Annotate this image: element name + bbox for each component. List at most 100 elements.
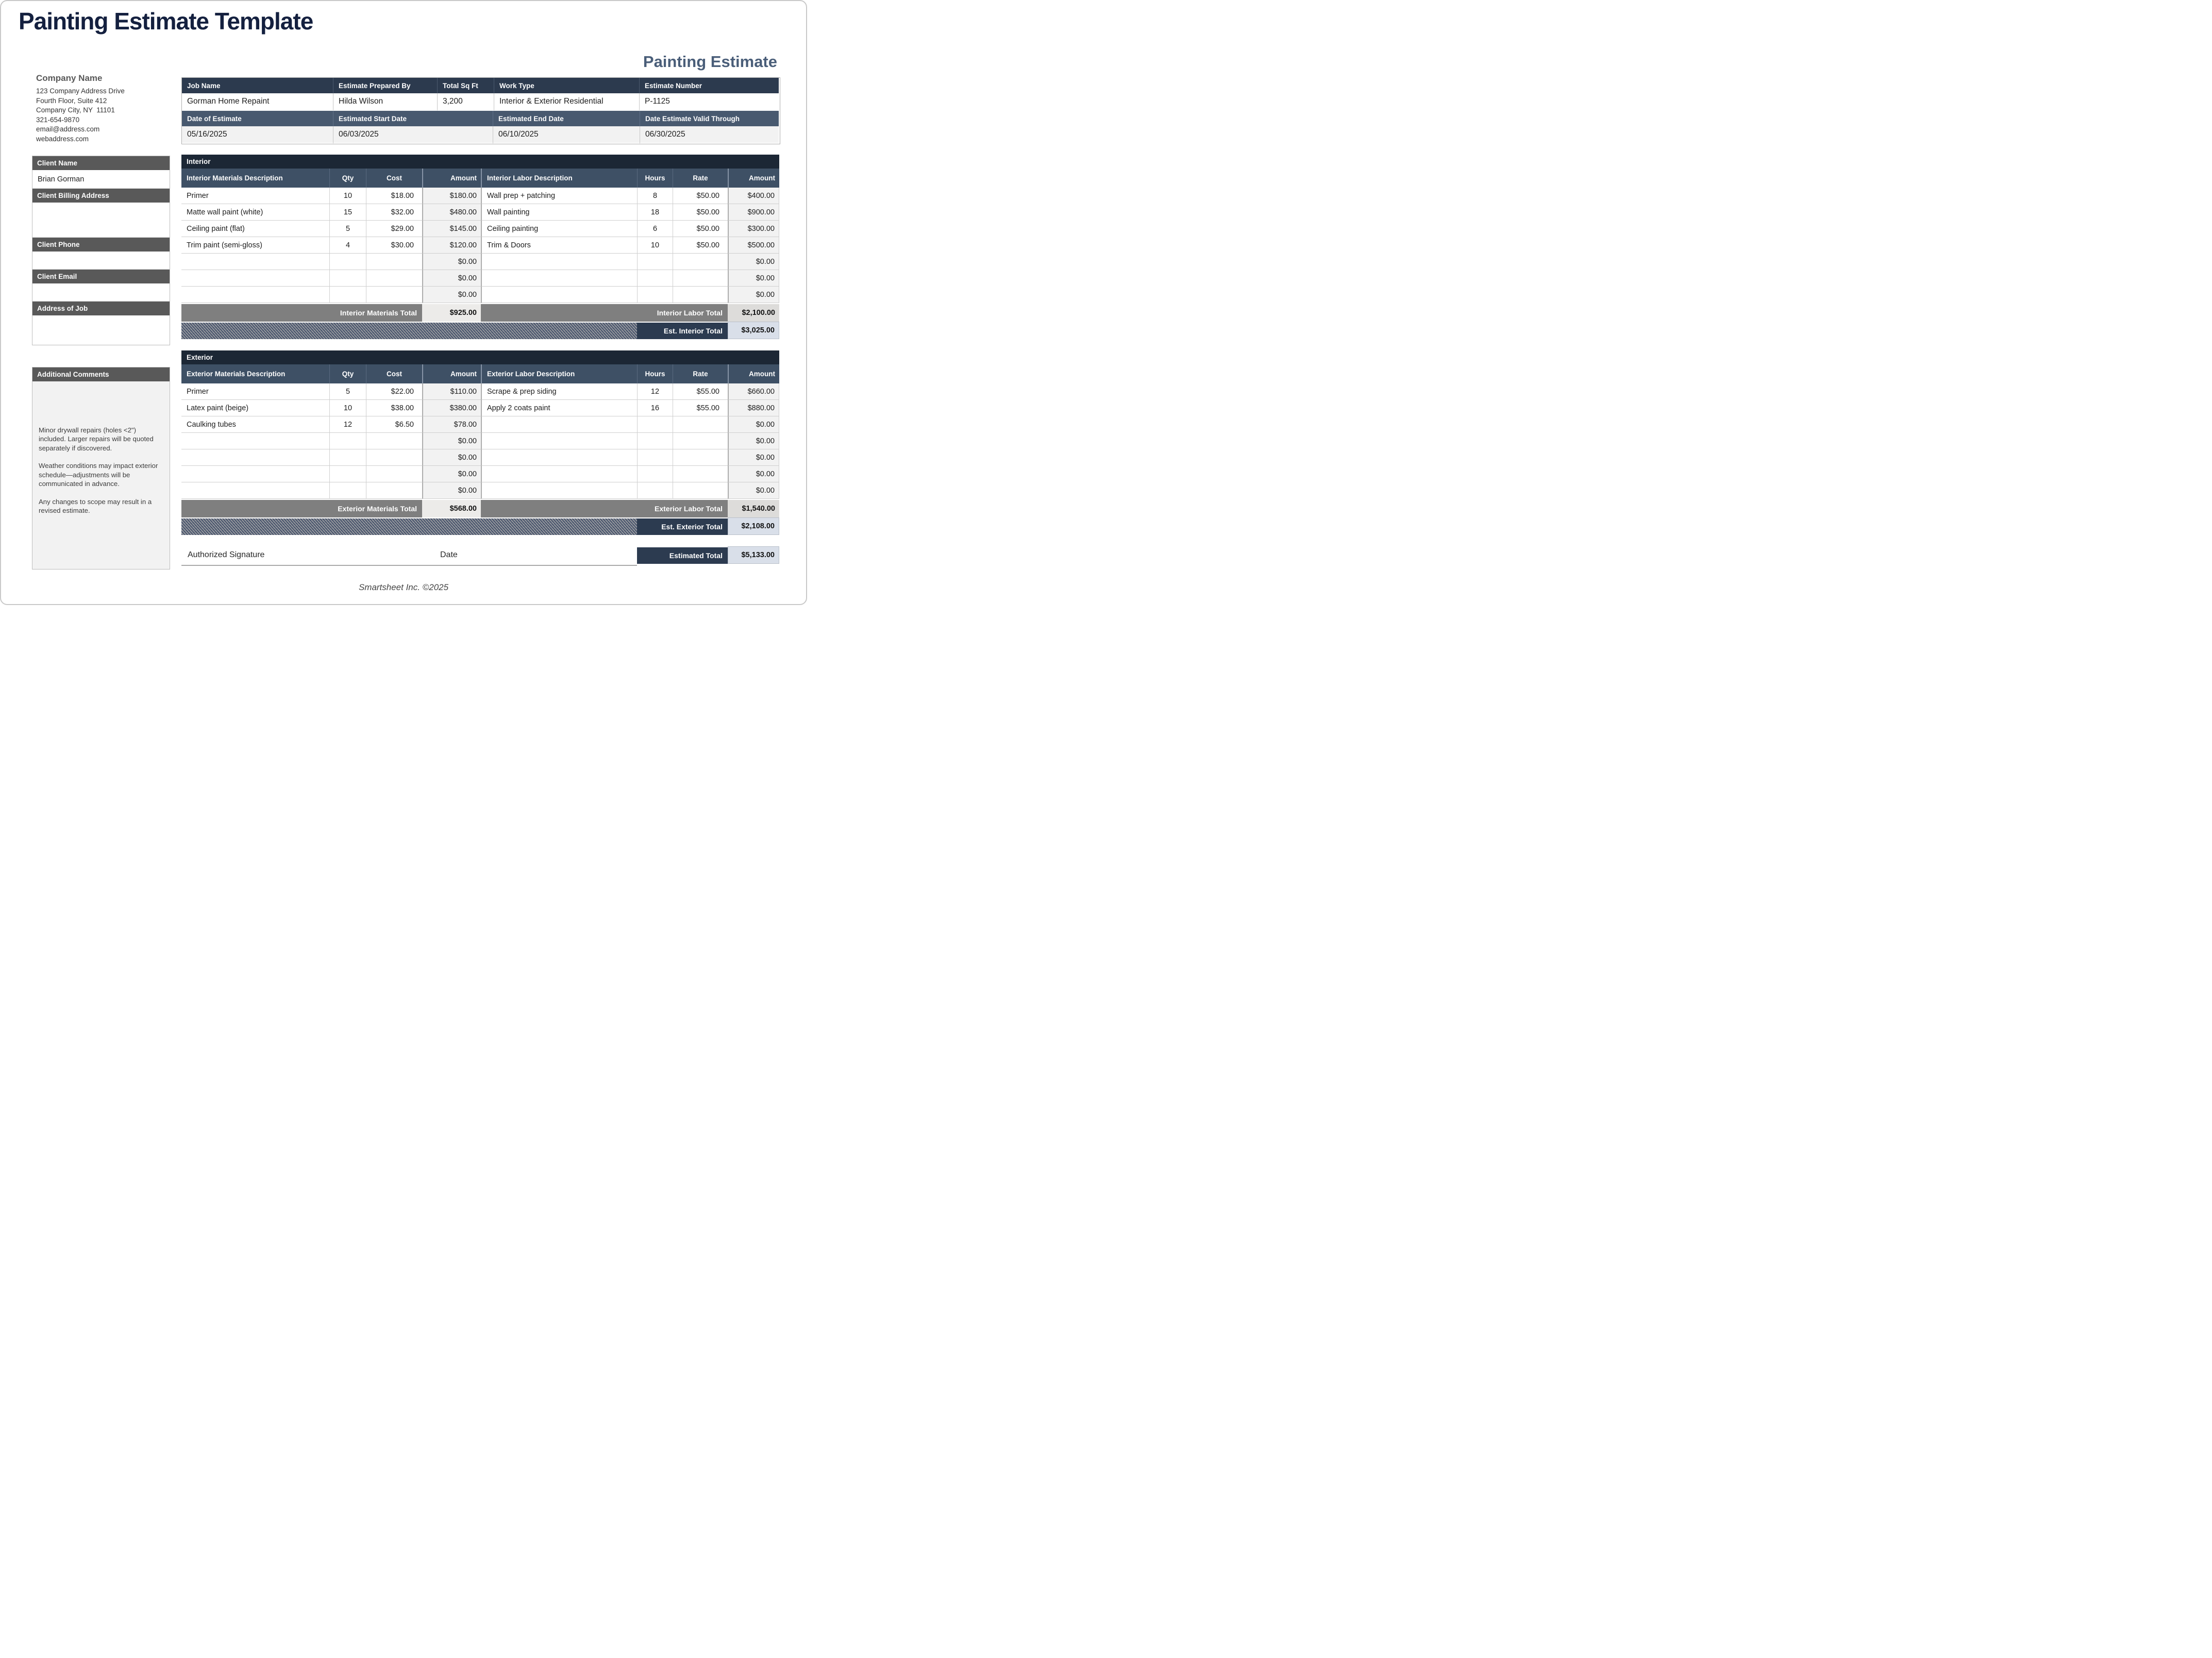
cost-cell[interactable]: $18.00 (366, 188, 422, 204)
labor-description-cell[interactable] (481, 287, 637, 303)
material-description-cell[interactable]: Caulking tubes (181, 416, 329, 433)
labor-description-cell[interactable] (481, 449, 637, 466)
client-name-value[interactable]: Brian Gorman (32, 170, 170, 189)
qty-cell[interactable]: 10 (329, 400, 366, 416)
client-email-value[interactable] (32, 283, 170, 302)
address-of-job-value[interactable] (32, 315, 170, 345)
material-description-cell[interactable]: Primer (181, 383, 329, 400)
labor-description-cell[interactable] (481, 416, 637, 433)
rate-cell[interactable]: $50.00 (673, 204, 728, 221)
rate-cell[interactable]: $50.00 (673, 188, 728, 204)
material-description-cell[interactable]: Trim paint (semi-gloss) (181, 237, 329, 254)
material-description-cell[interactable]: Latex paint (beige) (181, 400, 329, 416)
hours-cell[interactable] (637, 270, 673, 287)
date-of-estimate-value[interactable]: 05/16/2025 (182, 126, 333, 144)
rate-cell[interactable] (673, 416, 728, 433)
qty-cell[interactable] (329, 287, 366, 303)
company-phone[interactable]: 321-654-9870 (36, 115, 80, 124)
material-description-cell[interactable] (181, 270, 329, 287)
estimate-number-value[interactable]: P-1125 (640, 93, 779, 111)
hours-cell[interactable] (637, 416, 673, 433)
material-description-cell[interactable]: Matte wall paint (white) (181, 204, 329, 221)
labor-description-cell[interactable]: Apply 2 coats paint (481, 400, 637, 416)
end-date-value[interactable]: 06/10/2025 (493, 126, 640, 144)
rate-cell[interactable]: $50.00 (673, 237, 728, 254)
hours-cell[interactable]: 18 (637, 204, 673, 221)
hours-cell[interactable]: 6 (637, 221, 673, 237)
cost-cell[interactable] (366, 287, 422, 303)
job-name-value[interactable]: Gorman Home Repaint (182, 93, 333, 111)
qty-cell[interactable]: 10 (329, 188, 366, 204)
cost-cell[interactable]: $32.00 (366, 204, 422, 221)
labor-description-cell[interactable]: Trim & Doors (481, 237, 637, 254)
hours-cell[interactable] (637, 287, 673, 303)
cost-cell[interactable] (366, 466, 422, 482)
material-description-cell[interactable] (181, 449, 329, 466)
rate-cell[interactable] (673, 287, 728, 303)
hours-cell[interactable] (637, 254, 673, 270)
company-address-line[interactable]: Company City, NY 11101 (36, 106, 115, 114)
cost-cell[interactable] (366, 482, 422, 499)
qty-cell[interactable] (329, 433, 366, 449)
material-description-cell[interactable] (181, 482, 329, 499)
cost-cell[interactable]: $30.00 (366, 237, 422, 254)
qty-cell[interactable]: 12 (329, 416, 366, 433)
labor-description-cell[interactable]: Wall painting (481, 204, 637, 221)
client-phone-value[interactable] (32, 252, 170, 270)
cost-cell[interactable] (366, 254, 422, 270)
company-website[interactable]: webaddress.com (36, 135, 89, 143)
hours-cell[interactable]: 8 (637, 188, 673, 204)
qty-cell[interactable] (329, 482, 366, 499)
material-description-cell[interactable]: Ceiling paint (flat) (181, 221, 329, 237)
material-description-cell[interactable] (181, 466, 329, 482)
qty-cell[interactable]: 15 (329, 204, 366, 221)
qty-cell[interactable]: 5 (329, 383, 366, 400)
rate-cell[interactable] (673, 270, 728, 287)
company-address-line[interactable]: 123 Company Address Drive (36, 87, 125, 95)
rate-cell[interactable] (673, 482, 728, 499)
labor-description-cell[interactable]: Scrape & prep siding (481, 383, 637, 400)
labor-description-cell[interactable]: Wall prep + patching (481, 188, 637, 204)
labor-description-cell[interactable] (481, 270, 637, 287)
rate-cell[interactable]: $55.00 (673, 383, 728, 400)
material-description-cell[interactable] (181, 433, 329, 449)
valid-through-value[interactable]: 06/30/2025 (640, 126, 779, 144)
prepared-by-value[interactable]: Hilda Wilson (333, 93, 438, 111)
hours-cell[interactable] (637, 433, 673, 449)
total-sqft-value[interactable]: 3,200 (438, 93, 494, 111)
rate-cell[interactable] (673, 254, 728, 270)
hours-cell[interactable] (637, 449, 673, 466)
labor-description-cell[interactable] (481, 433, 637, 449)
hours-cell[interactable]: 16 (637, 400, 673, 416)
work-type-value[interactable]: Interior & Exterior Residential (494, 93, 640, 111)
labor-description-cell[interactable]: Ceiling painting (481, 221, 637, 237)
qty-cell[interactable] (329, 449, 366, 466)
qty-cell[interactable]: 4 (329, 237, 366, 254)
rate-cell[interactable]: $50.00 (673, 221, 728, 237)
company-email[interactable]: email@address.com (36, 125, 100, 133)
company-address-line[interactable]: Fourth Floor, Suite 412 (36, 96, 107, 105)
hours-cell[interactable] (637, 482, 673, 499)
client-billing-address-value[interactable] (32, 203, 170, 238)
rate-cell[interactable]: $55.00 (673, 400, 728, 416)
labor-description-cell[interactable] (481, 466, 637, 482)
rate-cell[interactable] (673, 466, 728, 482)
signature-line[interactable] (181, 565, 637, 566)
rate-cell[interactable] (673, 433, 728, 449)
cost-cell[interactable] (366, 270, 422, 287)
cost-cell[interactable] (366, 433, 422, 449)
hours-cell[interactable] (637, 466, 673, 482)
qty-cell[interactable] (329, 466, 366, 482)
start-date-value[interactable]: 06/03/2025 (333, 126, 493, 144)
cost-cell[interactable]: $29.00 (366, 221, 422, 237)
cost-cell[interactable]: $22.00 (366, 383, 422, 400)
qty-cell[interactable] (329, 254, 366, 270)
material-description-cell[interactable] (181, 287, 329, 303)
material-description-cell[interactable]: Primer (181, 188, 329, 204)
cost-cell[interactable]: $6.50 (366, 416, 422, 433)
company-name[interactable]: Company Name (36, 73, 103, 83)
hours-cell[interactable]: 10 (637, 237, 673, 254)
qty-cell[interactable]: 5 (329, 221, 366, 237)
labor-description-cell[interactable] (481, 254, 637, 270)
material-description-cell[interactable] (181, 254, 329, 270)
